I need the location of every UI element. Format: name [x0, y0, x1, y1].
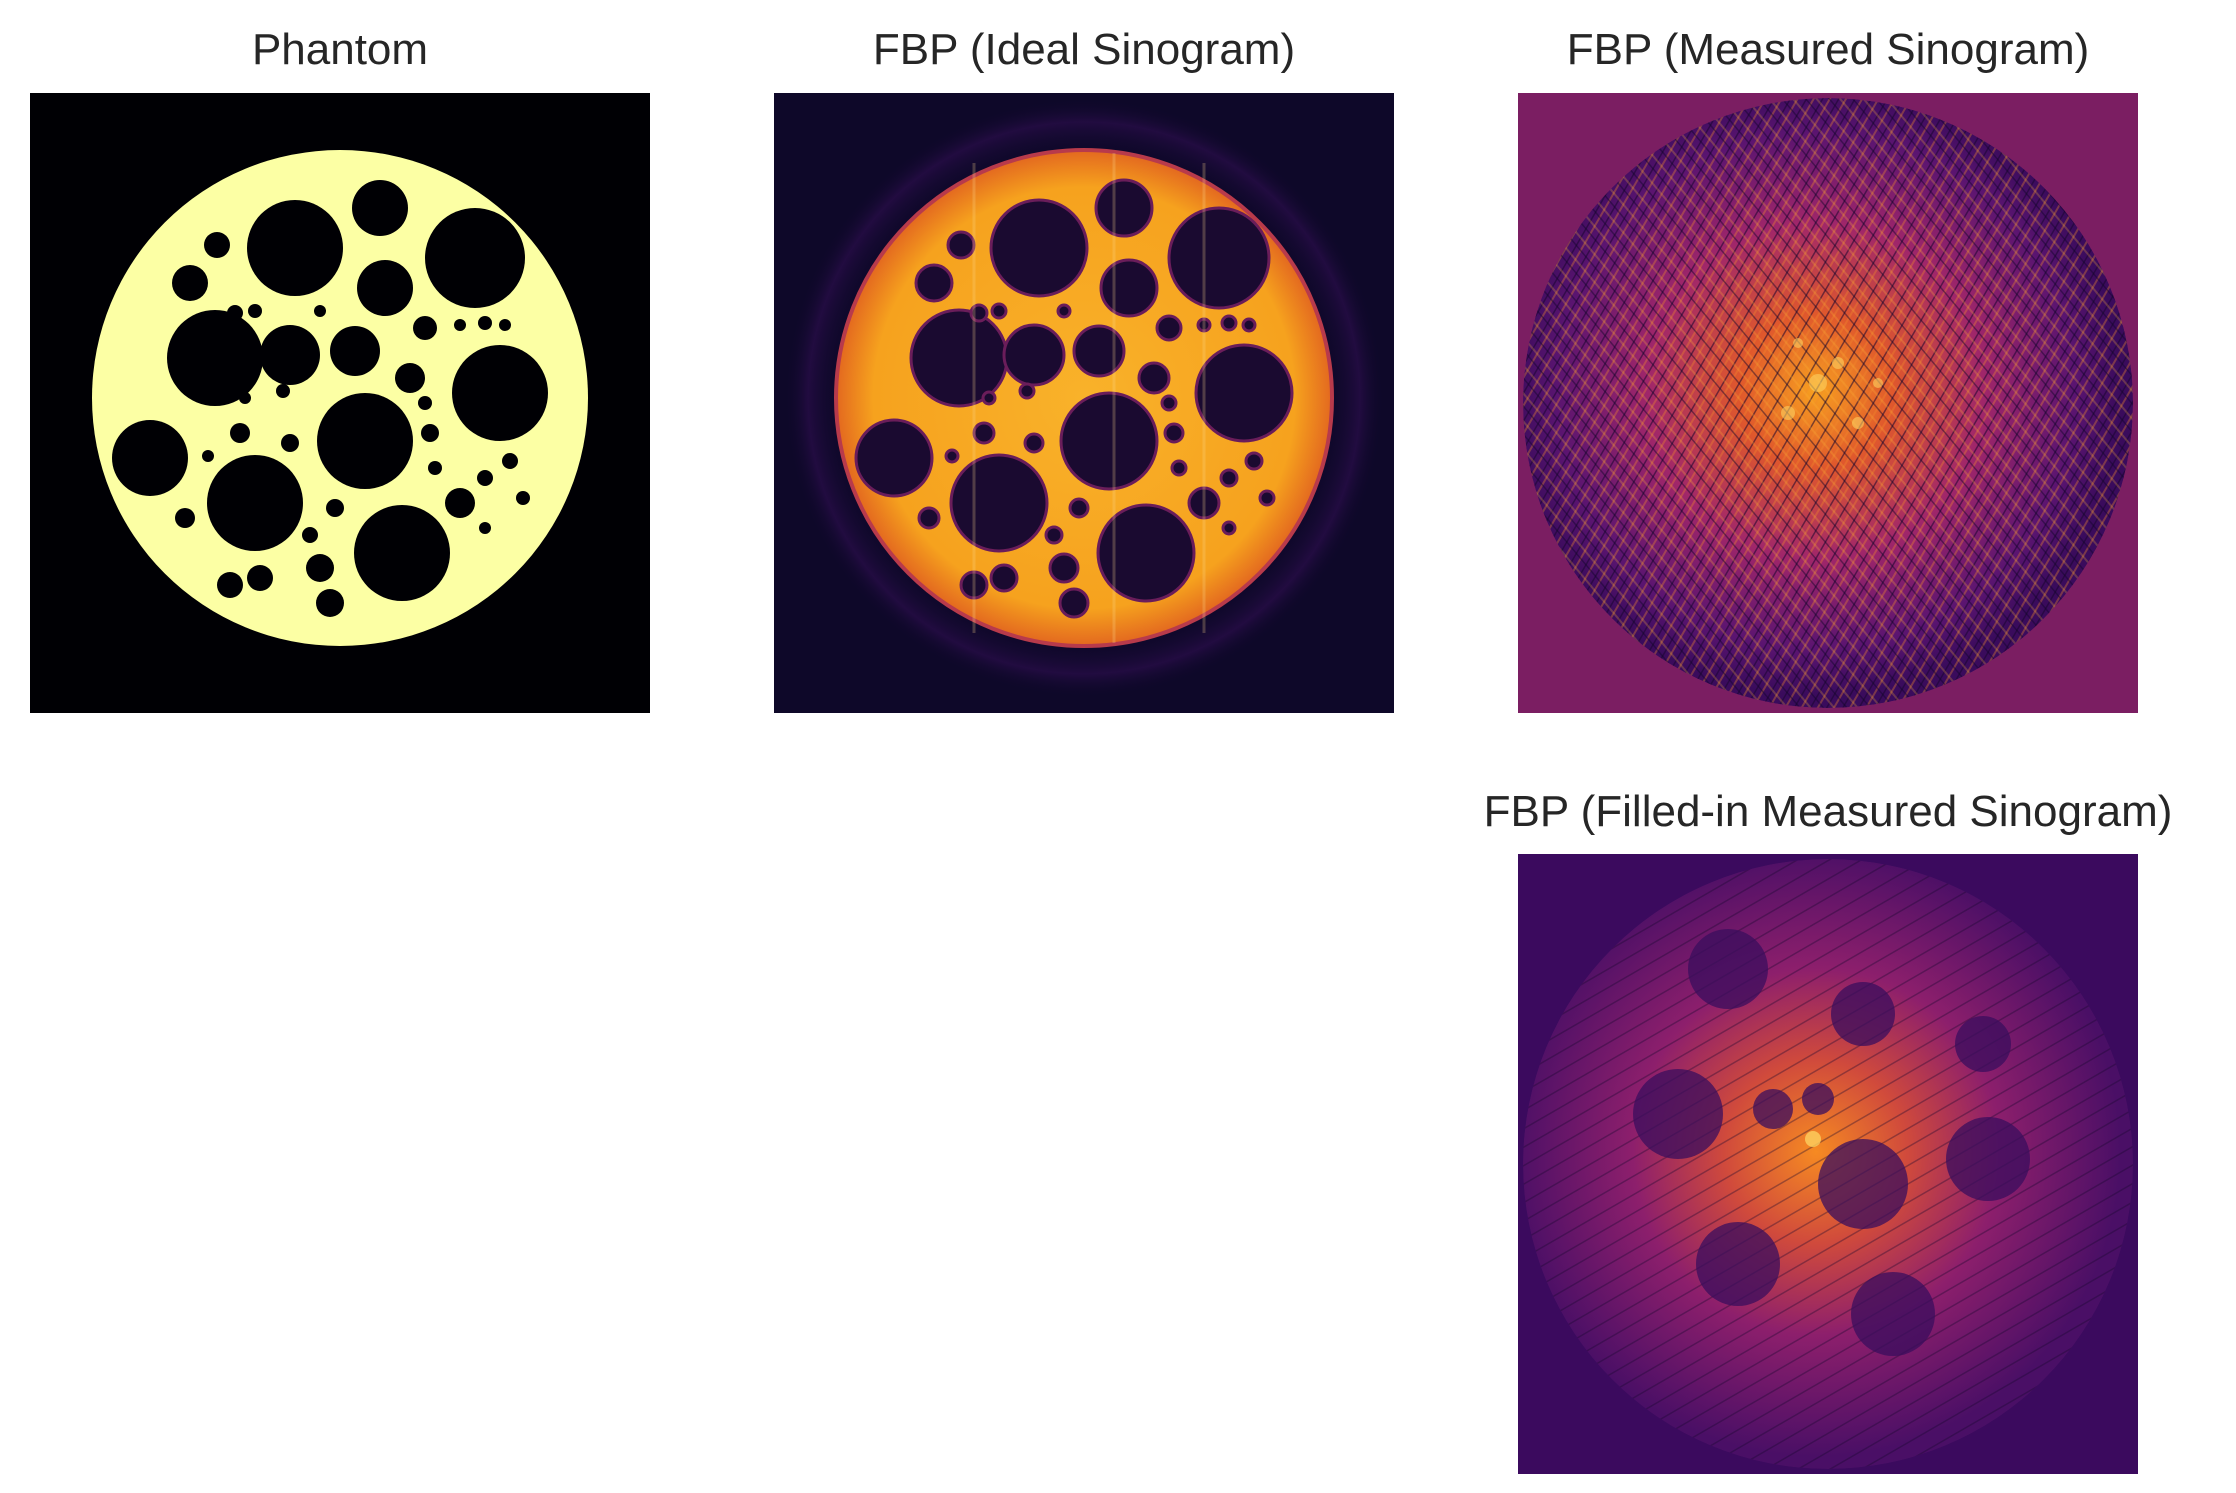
panel-title-phantom: Phantom: [30, 24, 650, 76]
panel-title-fbp-measured: FBP (Measured Sinogram): [1518, 24, 2138, 76]
phantom-image: [30, 93, 650, 713]
panel-title-fbp-ideal: FBP (Ideal Sinogram): [774, 24, 1394, 76]
fbp-ideal-image: [774, 93, 1394, 713]
fbp-measured-image: [1518, 93, 2138, 713]
panel-title-fbp-filled: FBP (Filled-in Measured Sinogram): [1418, 786, 2236, 838]
fbp-filled-image: [1518, 854, 2138, 1474]
